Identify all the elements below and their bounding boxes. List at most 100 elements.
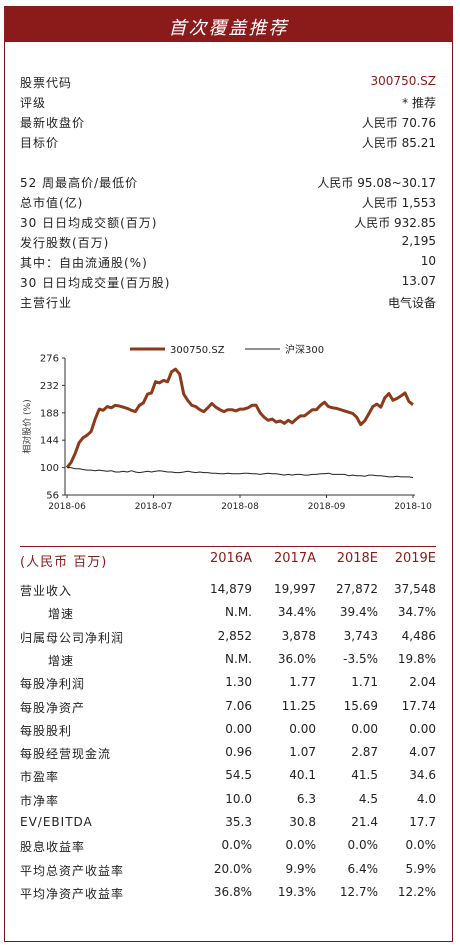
info-value: 人民币 932.85	[354, 216, 436, 230]
info-label: 发行股数(百万)	[20, 236, 110, 250]
cell-value: 2,852	[217, 628, 252, 643]
cell-value: 2.04	[409, 675, 436, 690]
cell-value: 0.96	[225, 745, 252, 760]
y-tick-label: 144	[40, 436, 59, 447]
cell-value: 34.4%	[277, 605, 316, 620]
legend-label: 300750.SZ	[170, 345, 225, 356]
y-tick-label: 232	[40, 381, 59, 392]
cell-value: 34.7%	[397, 605, 436, 620]
cell-value: 35.3	[225, 815, 252, 829]
row-label: 增速	[48, 607, 75, 622]
cell-value: 41.5	[351, 768, 378, 783]
cell-value: N.M.	[225, 651, 252, 666]
cell-value: 6.4%	[347, 861, 379, 876]
cell-value: 37,548	[394, 582, 436, 596]
info-label: 其中：自由流通股(%)	[20, 256, 148, 270]
cell-value: 1.77	[289, 675, 316, 690]
legend-label: 沪深300	[285, 343, 324, 356]
cell-value: 0.00	[351, 721, 378, 736]
info-label: 最新收盘价	[20, 116, 86, 130]
cell-value: 1.71	[351, 675, 378, 690]
row-label: 市净率	[20, 793, 60, 808]
table-row: 归属母公司净利润 2,852 3,878 3,743 4,486	[20, 626, 438, 648]
info-value: 13.07	[401, 274, 436, 288]
cell-value: 1.30	[225, 675, 252, 690]
cell-value: 3,878	[281, 628, 316, 643]
y-tick-label: 276	[40, 354, 59, 365]
cell-value: 6.3	[296, 791, 316, 806]
column-header: 2018E	[336, 551, 378, 566]
cell-value: 30.8	[289, 815, 316, 829]
info-row: 其中：自由流通股(%) 10	[20, 252, 436, 272]
table-row: 每股经营现金流 0.96 1.07 2.87 4.07	[20, 742, 438, 764]
cell-value: 2.87	[351, 745, 378, 760]
table-row: EV/EBITDA 35.3 30.8 21.4 17.7	[20, 812, 438, 834]
cell-value: 10.0	[225, 791, 252, 806]
cell-value: 40.1	[289, 768, 316, 783]
cell-value: 21.4	[351, 815, 378, 829]
info-label: 主营行业	[20, 296, 73, 310]
info-label: 评级	[20, 96, 47, 110]
row-label: 每股经营现金流	[20, 747, 112, 762]
x-tick-label: 2018-10	[394, 502, 432, 512]
y-tick-label: 56	[46, 491, 59, 502]
cell-value: 0.00	[289, 721, 316, 736]
cell-value: 4.0	[416, 791, 436, 806]
cell-value: 34.6	[409, 768, 436, 783]
cell-value: 39.4%	[339, 605, 378, 620]
cell-value: -3.5%	[343, 651, 378, 666]
cell-value: 27,872	[336, 582, 378, 596]
header-bar: 首次覆盖推荐	[4, 6, 453, 42]
unit-label: (人民币 百万)	[20, 555, 108, 570]
cell-value: 0.00	[225, 721, 252, 736]
table-top-border	[20, 546, 436, 547]
info-value: 人民币 1,553	[361, 196, 436, 210]
info-value: 人民币 85.21	[361, 136, 436, 150]
cell-value: 11.25	[281, 698, 316, 713]
cell-value: 54.5	[225, 768, 252, 783]
info-label: 30 日日均成交量(百万股)	[20, 276, 171, 290]
table-row: 增速 N.M. 34.4% 39.4% 34.7%	[20, 602, 438, 624]
info-row: 30 日日均成交额(百万) 人民币 932.85	[20, 212, 436, 232]
info-value: 10	[420, 254, 436, 268]
cell-value: 17.74	[401, 698, 436, 713]
cell-value: 19,997	[274, 582, 316, 596]
row-label: 每股净利润	[20, 677, 86, 692]
info-value: 人民币 70.76	[361, 116, 436, 130]
cell-value: 4.07	[409, 745, 436, 760]
table-row: 平均总资产收益率 20.0% 9.9% 6.4% 5.9%	[20, 859, 438, 881]
row-label: 平均净资产收益率	[20, 886, 125, 901]
row-label: 每股净资产	[20, 700, 86, 715]
x-tick-label: 2018-06	[48, 502, 86, 512]
cell-value: 0.0%	[347, 838, 379, 853]
x-tick-label: 2018-07	[135, 502, 173, 512]
table-row: 营业收入 14,879 19,997 27,872 37,548	[20, 579, 438, 601]
info-row: 最新收盘价 人民币 70.76	[20, 112, 436, 132]
table-row: 增速 N.M. 36.0% -3.5% 19.8%	[20, 649, 438, 671]
cell-value: 12.2%	[397, 884, 436, 899]
x-tick-label: 2018-09	[308, 502, 346, 512]
table-row: 平均净资产收益率 36.8% 19.3% 12.7% 12.2%	[20, 882, 438, 904]
cell-value: 5.9%	[405, 861, 437, 876]
cell-value: 36.8%	[213, 884, 252, 899]
cell-value: 12.7%	[339, 884, 378, 899]
info-label: 30 日日均成交额(百万)	[20, 216, 158, 230]
cell-value: 17.7	[409, 815, 436, 829]
relative-price-chart: 56 100 144 188 232 276 2018-06 2018-07 2018-08 20…	[21, 343, 432, 512]
cell-value: 3,743	[343, 628, 378, 643]
series-line-300750	[65, 367, 414, 469]
series-line-hs300	[67, 467, 414, 479]
cell-value: 19.8%	[397, 651, 436, 666]
cell-value: 0.0%	[285, 838, 317, 853]
info-row: 总市值(亿) 人民币 1,553	[20, 192, 436, 212]
cell-value: 20.0%	[213, 861, 252, 876]
cell-value: 15.69	[343, 698, 378, 713]
row-label: 每股股利	[20, 723, 73, 738]
cell-value: 0.0%	[405, 838, 437, 853]
page-frame	[4, 6, 453, 942]
cell-value: 19.3%	[277, 884, 316, 899]
column-header: 2016A	[210, 551, 252, 566]
info-row: 发行股数(百万) 2,195	[20, 232, 436, 252]
cell-value: N.M.	[225, 605, 252, 620]
table-row: 股息收益率 0.0% 0.0% 0.0% 0.0%	[20, 835, 438, 857]
